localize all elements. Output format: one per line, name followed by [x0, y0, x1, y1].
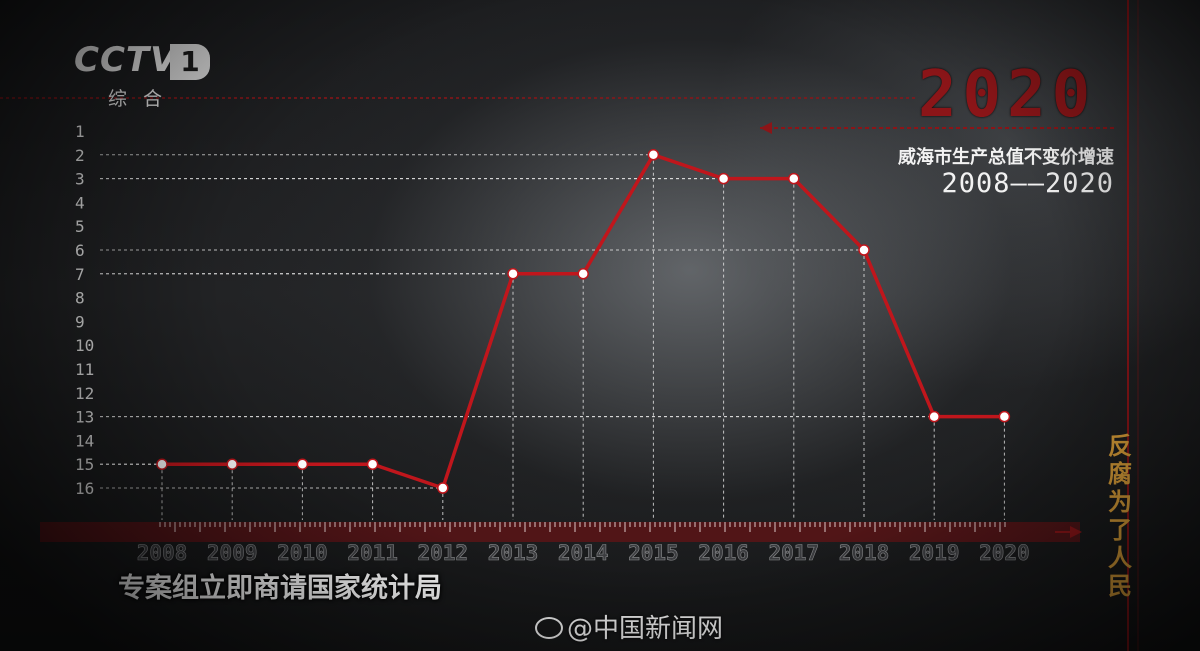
x-axis-ticks: 2008 2009 2010 2011 2012 2013 2014 2015 2016 2017… [136, 541, 1030, 566]
program-title-char: 了 [1108, 516, 1132, 544]
data-points [156, 149, 1011, 494]
data-point [437, 482, 449, 494]
y-tick-label: 3 [75, 170, 85, 189]
x-tick-label: 2009 [207, 541, 258, 565]
x-tick-label: 2011 [347, 541, 398, 565]
y-tick-label: 13 [75, 408, 94, 427]
x-tick-label: 2013 [488, 541, 539, 565]
y-tick-label: 10 [75, 336, 94, 355]
y-tick-label: 9 [75, 312, 85, 331]
data-point [998, 410, 1011, 423]
x-tick-label: 2020 [979, 541, 1030, 565]
y-tick-label: 1 [75, 122, 85, 141]
data-point [788, 172, 800, 185]
y-tick-label: 14 [75, 431, 94, 450]
logo-channel-name: 综合 [108, 88, 179, 110]
program-title-char: 民 [1108, 572, 1132, 600]
program-title: 反腐为了人民 [1100, 432, 1140, 600]
x-tick-label: 2008 [137, 541, 188, 565]
y-tick-label: 8 [75, 289, 85, 308]
y-tick-label: 15 [75, 455, 94, 474]
data-point [507, 268, 519, 280]
program-title-char: 为 [1108, 488, 1132, 516]
logo-channel-number: 1 [170, 44, 210, 80]
subtitle-caption: 专案组立即商请国家统计局 [118, 573, 442, 604]
program-title-char: 腐 [1108, 460, 1132, 488]
y-tick-label: 4 [75, 193, 85, 212]
x-tick-label: 2018 [839, 541, 890, 565]
x-tick-label: 2014 [558, 541, 609, 565]
data-point [717, 172, 730, 185]
watermark-text: @中国新闻网 [567, 614, 724, 644]
data-point [366, 458, 379, 470]
data-point [928, 410, 940, 423]
x-tick-label: 2017 [769, 541, 820, 565]
data-point [156, 458, 168, 470]
title-arrow-head [760, 122, 772, 134]
data-point [647, 149, 660, 161]
x-tick-label: 2016 [698, 541, 749, 565]
channel-logo: CCTV 1 综合 [74, 40, 224, 112]
x-tick-label: 2012 [418, 541, 469, 565]
program-title-char: 人 [1108, 544, 1132, 572]
data-point [858, 244, 870, 256]
big-year: 2020 [918, 58, 1097, 132]
chart-subtitle: 2008——2020 [941, 168, 1114, 199]
x-tick-label: 2019 [909, 541, 960, 565]
y-tick-label: 11 [75, 360, 94, 379]
x-tick-label: 2010 [277, 541, 328, 565]
logo-brand: CCTV [74, 40, 178, 80]
data-point [577, 268, 589, 280]
y-tick-label: 16 [75, 479, 94, 498]
y-tick-label: 2 [75, 146, 85, 165]
watermark: @中国新闻网 [535, 608, 723, 645]
y-tick-label: 7 [75, 265, 85, 284]
data-point [226, 458, 238, 470]
y-tick-label: 6 [75, 241, 85, 260]
data-point [296, 458, 309, 470]
y-tick-label: 5 [75, 217, 85, 236]
x-tick-label: 2015 [628, 541, 679, 565]
weibo-icon [535, 617, 563, 639]
y-tick-label: 12 [75, 384, 94, 403]
program-title-char: 反 [1108, 432, 1132, 460]
chart-title: 威海市生产总值不变价增速 [898, 147, 1114, 168]
